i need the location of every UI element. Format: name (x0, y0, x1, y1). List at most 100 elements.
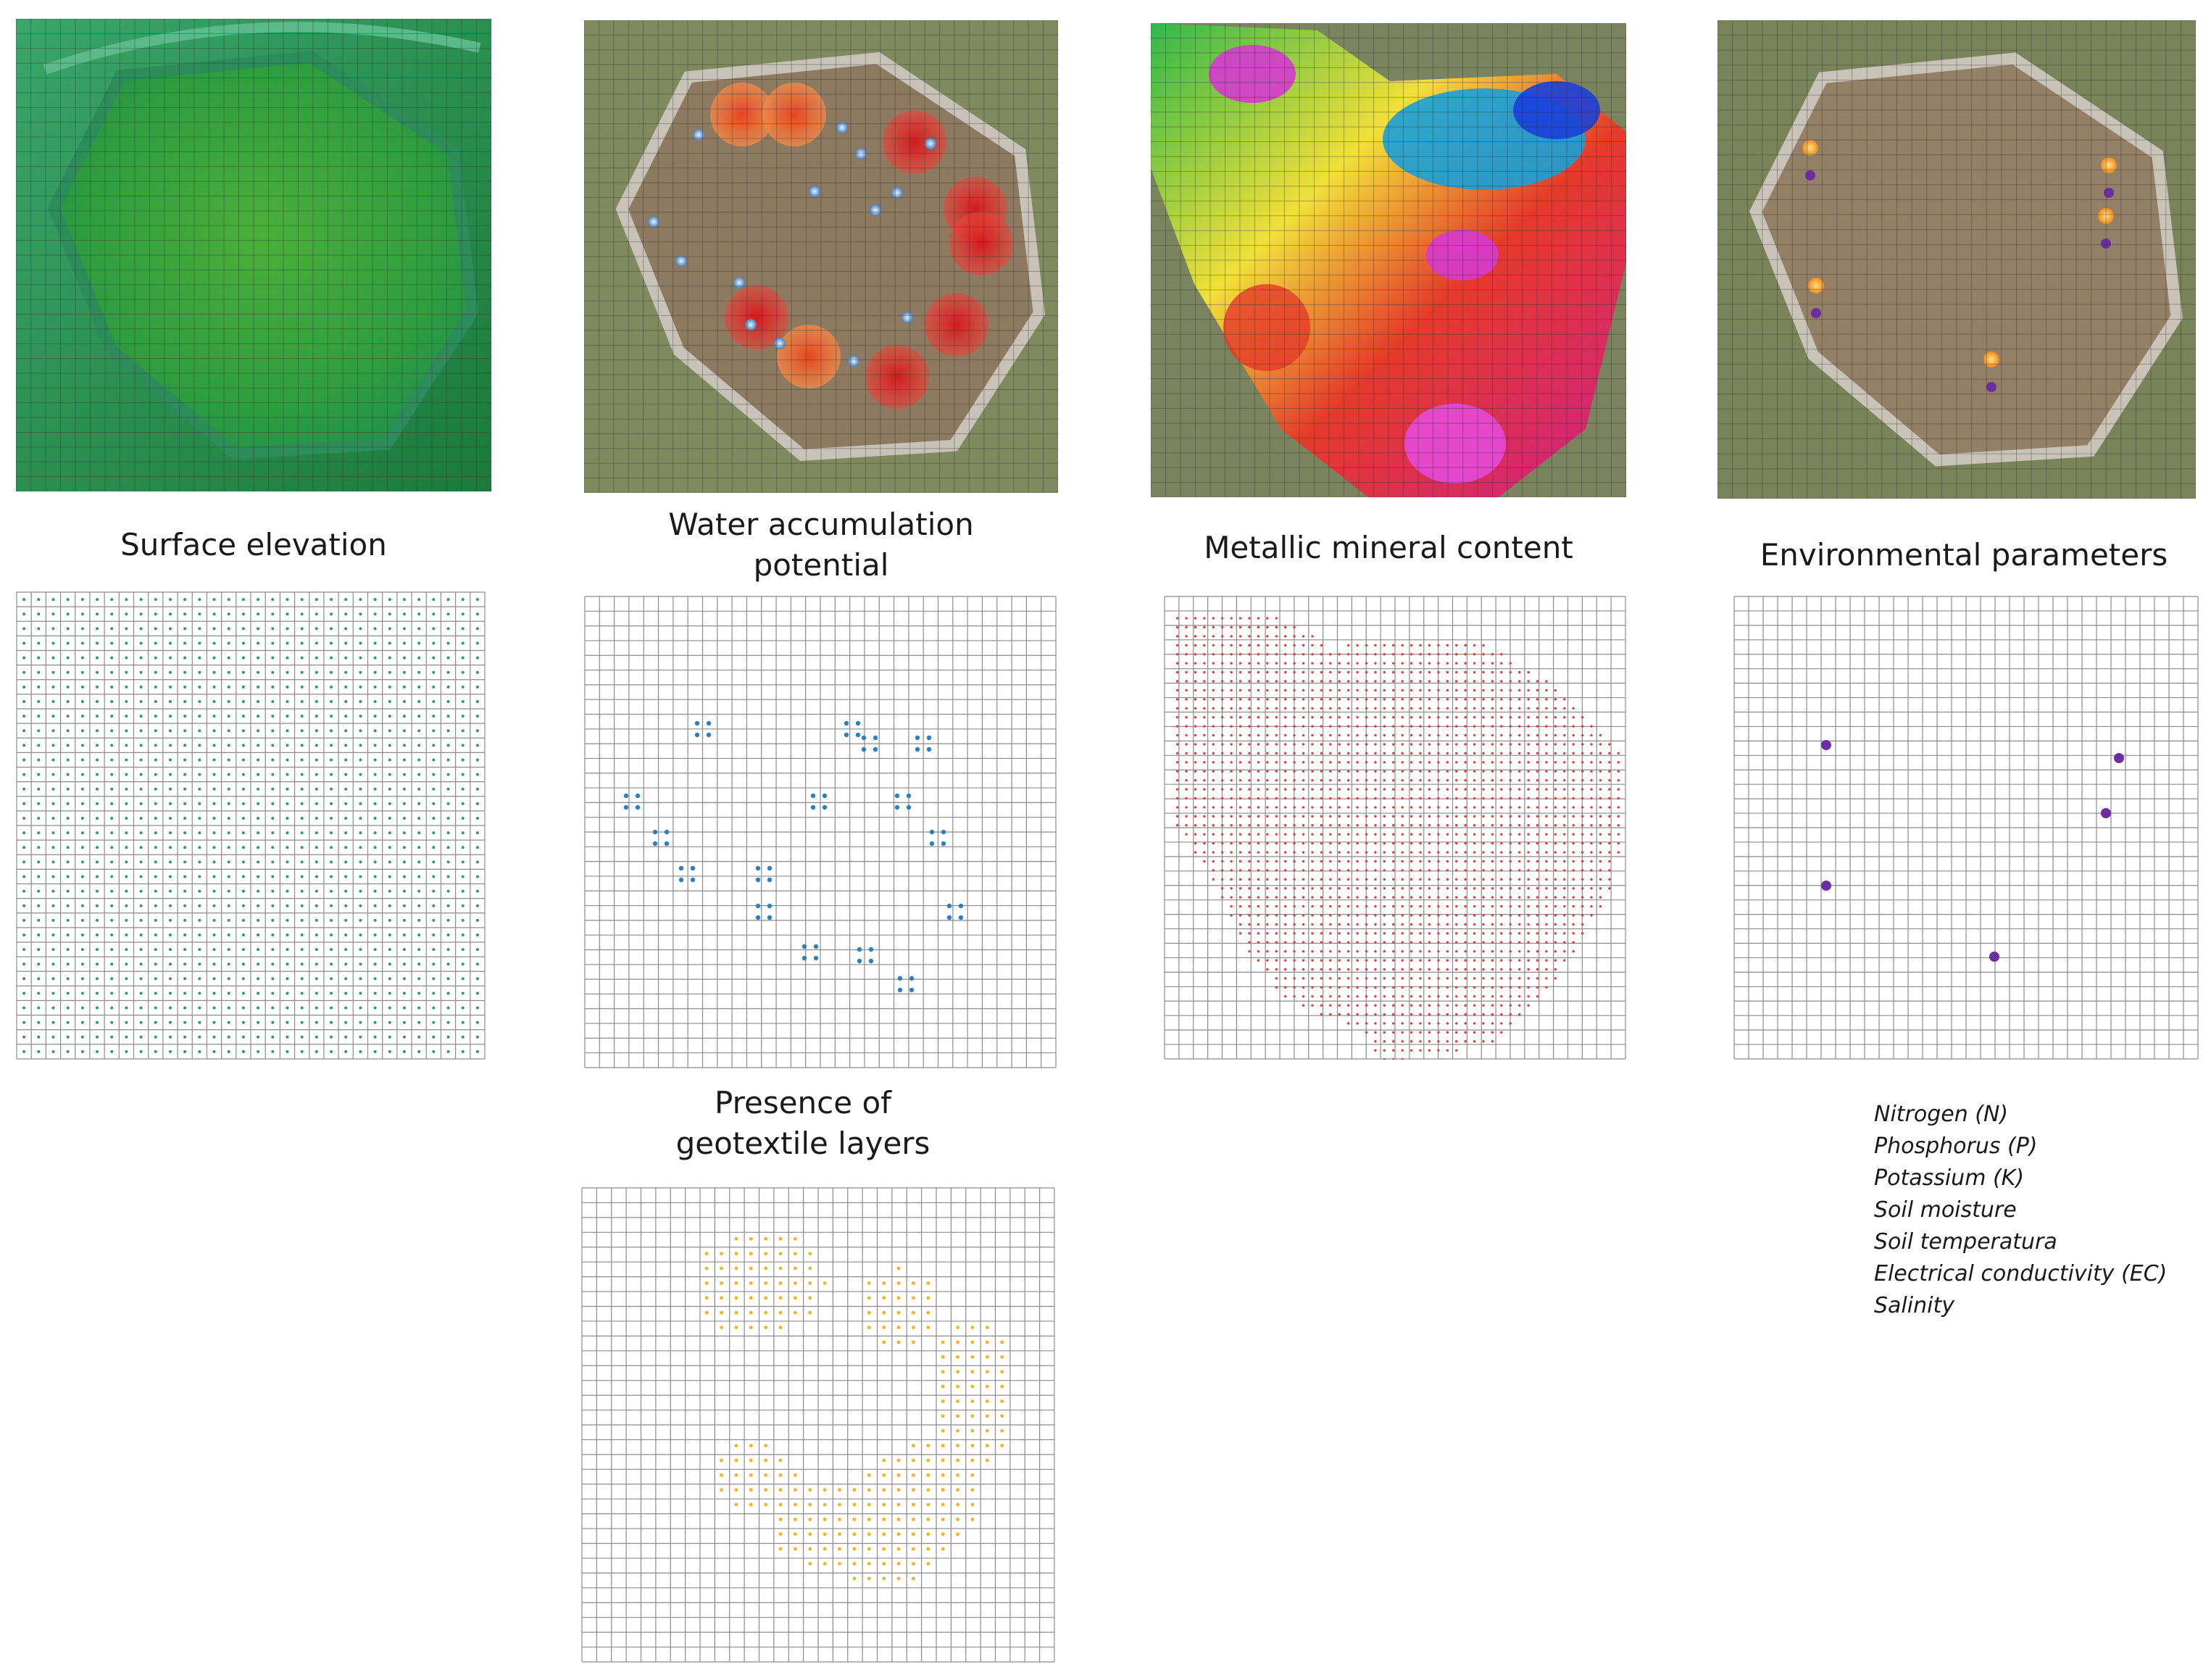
metal-point (1590, 824, 1593, 827)
elevation-point (51, 773, 55, 776)
metal-point (1383, 878, 1386, 881)
elevation-point (330, 773, 333, 776)
elevation-point (461, 889, 465, 893)
elevation-point (271, 685, 275, 689)
metal-point (1517, 778, 1521, 782)
metal-point (1446, 1004, 1449, 1007)
elevation-point (198, 715, 201, 718)
elevation-point (388, 962, 391, 966)
elevation-point (257, 904, 260, 907)
metal-point (1194, 815, 1197, 818)
metal-point (1248, 914, 1251, 917)
elevation-point (227, 904, 230, 907)
elevation-point (125, 670, 128, 674)
metal-point (1509, 896, 1512, 899)
elevation-point (461, 831, 465, 835)
metal-point (1437, 689, 1440, 692)
metal-point (1365, 680, 1368, 683)
metal-point (1329, 1012, 1332, 1016)
metal-point (1374, 833, 1377, 836)
metal-point (1338, 914, 1341, 917)
metal-point (1517, 941, 1521, 944)
elevation-point (432, 816, 436, 820)
metal-point (1527, 986, 1530, 989)
metal-point (1356, 761, 1359, 764)
metal-point (1572, 761, 1575, 764)
metal-point (1419, 833, 1422, 836)
metal-point (1329, 1004, 1332, 1007)
metal-point (1599, 841, 1602, 845)
metal-point (1320, 824, 1323, 827)
elevation-point (22, 1035, 26, 1039)
elevation-point (344, 860, 348, 864)
geotextile-point (794, 1488, 797, 1492)
metal-point (1419, 869, 1422, 872)
metal-point (1401, 797, 1404, 800)
metal-point (1238, 905, 1242, 908)
metal-point (1374, 653, 1377, 656)
elevation-point (257, 948, 260, 952)
elevation-point (475, 758, 479, 762)
elevation-point (402, 991, 406, 995)
metal-point (1563, 752, 1566, 755)
metal-point (1410, 896, 1413, 899)
elevation-point (286, 729, 289, 733)
metal-point (1346, 932, 1350, 935)
elevation-point (96, 904, 99, 907)
elevation-point (227, 773, 230, 776)
water-point (755, 865, 761, 871)
elevation-point (315, 758, 318, 762)
geotextile-point (985, 1370, 989, 1374)
metal-point (1283, 725, 1287, 728)
elevation-point (110, 904, 114, 907)
sphere-marker-icon (2098, 208, 2114, 224)
metal-point (1374, 941, 1377, 944)
metal-point (1428, 986, 1431, 989)
elevation-point (286, 612, 289, 616)
metal-point (1293, 923, 1296, 926)
elevation-point (227, 744, 230, 747)
metal-point (1446, 914, 1449, 917)
elevation-point (373, 729, 377, 733)
elevation-point (330, 685, 333, 689)
label-environmental-parameters: Environmental parameters (1717, 535, 2210, 575)
metal-point (1446, 833, 1449, 836)
metal-point (1392, 806, 1395, 809)
metal-point (1437, 860, 1440, 863)
metal-point (1446, 715, 1449, 719)
elevation-point (183, 991, 187, 995)
geotextile-point (808, 1281, 812, 1285)
metal-point (1581, 761, 1584, 764)
metal-point (1599, 761, 1602, 764)
elevation-point (168, 685, 172, 689)
metal-point (1346, 797, 1350, 800)
metal-point (1311, 986, 1314, 989)
metal-point (1509, 977, 1512, 980)
geotextile-point (838, 1502, 841, 1507)
water-point (694, 720, 700, 726)
metal-point (1356, 1004, 1359, 1007)
metal-point (1410, 1012, 1413, 1016)
geotextile-point (956, 1458, 959, 1463)
metal-point (1473, 653, 1476, 656)
metal-point (1203, 715, 1206, 719)
geotextile-point (956, 1384, 959, 1389)
metal-point (1500, 860, 1503, 863)
metal-point (1491, 851, 1494, 854)
elevation-point (359, 918, 362, 922)
elevation-point (154, 977, 157, 981)
metal-point (1491, 932, 1494, 935)
metal-point (1554, 977, 1557, 980)
elevation-point (212, 1035, 216, 1039)
elevation-point (359, 1020, 362, 1024)
metal-point (1392, 968, 1395, 971)
elevation-point (315, 729, 318, 733)
metal-point (1175, 725, 1179, 728)
elevation-point (22, 715, 26, 718)
metal-point (1338, 733, 1341, 737)
geotextile-point (704, 1296, 709, 1300)
metal-point (1346, 806, 1350, 809)
elevation-point (80, 918, 84, 922)
metal-point (1320, 986, 1323, 989)
elevation-point (37, 991, 41, 995)
